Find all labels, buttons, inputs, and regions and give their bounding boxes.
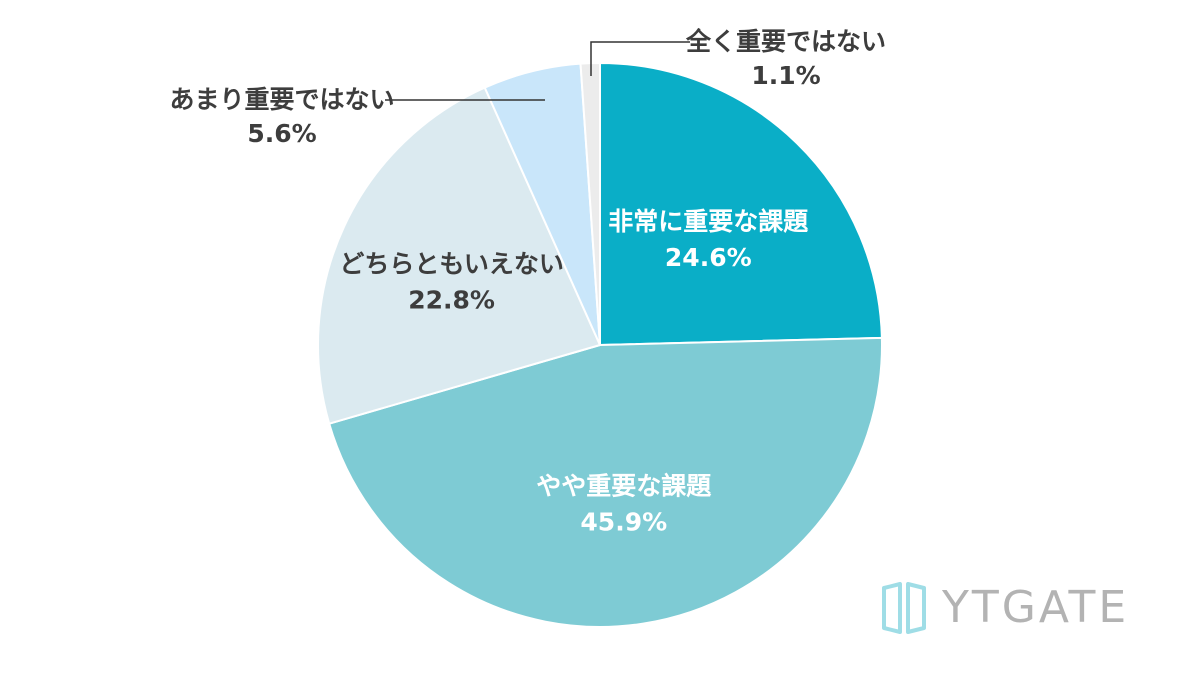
slice-3-wedge: [317, 86, 602, 425]
slice-1-value: 24.6%: [665, 243, 752, 272]
slice-5-label: 全く重要ではない: [685, 27, 886, 56]
slice-4-value: 5.6%: [247, 119, 316, 148]
ytgate-logo: YTGATE: [880, 580, 1129, 636]
slice-5-leader-line: [590, 41, 690, 76]
slice-1-label: 非常に重要な課題: [608, 207, 809, 236]
pie-labels: 非常に重要な課題 24.6% やや重要な課題 45.9% どちらともいえない 22.8% あ…: [169, 27, 886, 536]
slice-4-label: あまり重要ではない: [169, 85, 394, 114]
slice-2-label: やや重要な課題: [536, 471, 712, 500]
slice-3-value: 22.8%: [408, 285, 495, 314]
gate-icon: [882, 582, 926, 634]
slice-1-wedge: [599, 61, 883, 347]
logo-text: YTGATE: [942, 582, 1130, 633]
pie-slices: [317, 61, 883, 628]
slice-2-value: 45.9%: [580, 507, 667, 536]
slice-3-label: どちらともいえない: [339, 249, 564, 278]
slice-2-wedge: [327, 336, 883, 628]
slice-5-value: 1.1%: [751, 61, 820, 90]
